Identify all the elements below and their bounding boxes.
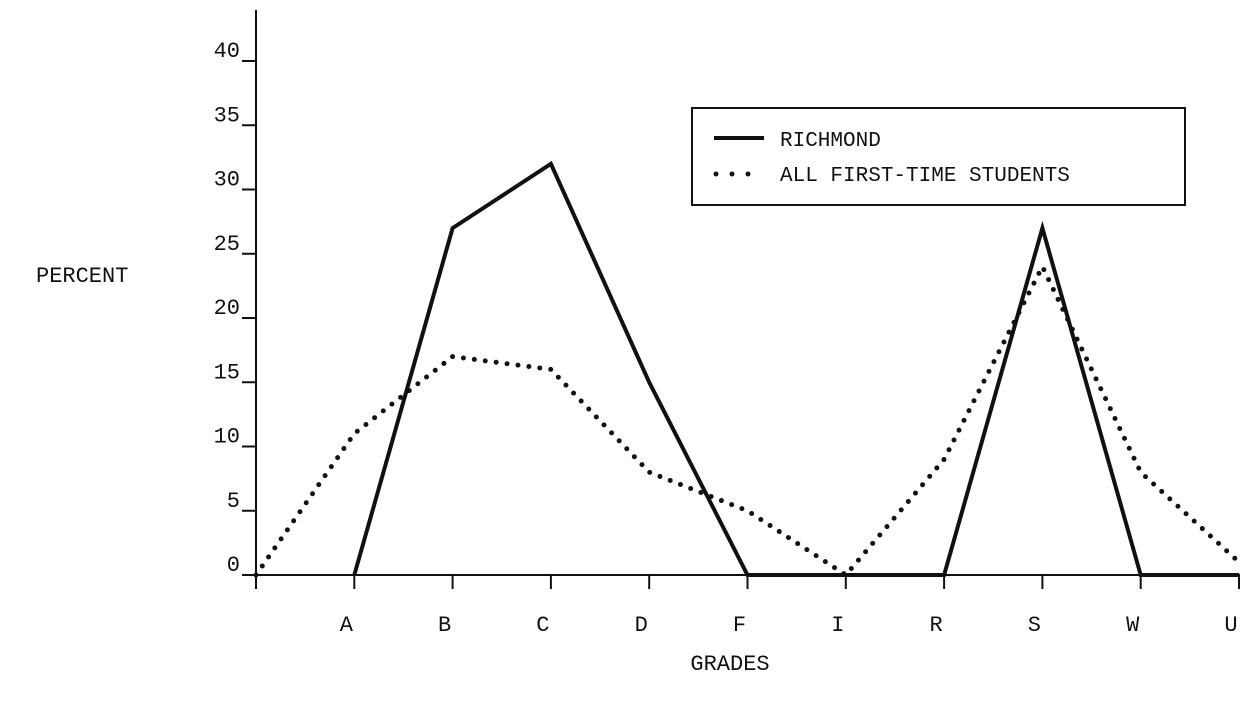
y-tick-label-10: 10 xyxy=(214,425,240,450)
y-tick-label-20: 20 xyxy=(214,296,240,321)
y-tick-label-35: 35 xyxy=(214,103,240,128)
legend-label-all-first-time-students: ALL FIRST-TIME STUDENTS xyxy=(780,165,1070,188)
x-tick-label-S: S xyxy=(1028,613,1041,638)
y-tick-label-5: 5 xyxy=(227,489,240,514)
y-axis-title: PERCENT xyxy=(36,264,128,289)
y-tick-label-40: 40 xyxy=(214,39,240,64)
x-tick-label-R: R xyxy=(929,613,942,638)
y-tick-label-25: 25 xyxy=(214,232,240,257)
x-tick-label-U: U xyxy=(1224,613,1237,638)
series-layer xyxy=(253,160,1242,579)
x-tick-label-D: D xyxy=(635,613,648,638)
x-tick-label-F: F xyxy=(733,613,746,638)
y-tick-label-0: 0 xyxy=(227,553,240,578)
y-tick-label-15: 15 xyxy=(214,360,240,385)
series-line-1 xyxy=(253,260,1242,579)
legend-box xyxy=(691,107,1186,206)
axes xyxy=(255,10,1240,576)
legend-label-richmond: RICHMOND xyxy=(780,130,881,153)
x-axis-title: GRADES xyxy=(690,652,769,677)
y-ticks: 0 5 10 15 20 25 30 35 40 xyxy=(214,39,256,578)
x-tick-label-C: C xyxy=(536,613,549,638)
y-tick-label-30: 30 xyxy=(214,168,240,193)
x-tick-label-A: A xyxy=(340,613,354,638)
legend: RICHMOND ALL FIRST-TIME STUDENTS xyxy=(691,107,1186,206)
x-tick-label-W: W xyxy=(1126,613,1140,638)
x-tick-label-I: I xyxy=(831,613,844,638)
x-tick-label-B: B xyxy=(438,613,451,638)
series-line-0 xyxy=(352,160,1239,577)
